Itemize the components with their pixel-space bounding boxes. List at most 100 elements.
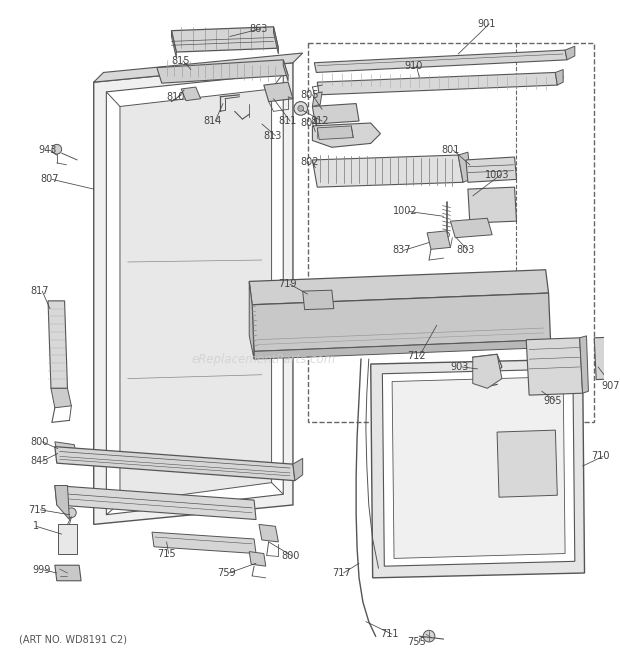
Polygon shape	[293, 458, 303, 481]
Text: 715: 715	[29, 505, 47, 515]
Circle shape	[550, 487, 553, 490]
Polygon shape	[314, 50, 567, 73]
Polygon shape	[172, 27, 278, 52]
Circle shape	[534, 440, 538, 444]
Circle shape	[519, 487, 522, 490]
Bar	[458, 223, 479, 235]
Polygon shape	[58, 524, 78, 553]
Polygon shape	[383, 369, 575, 566]
Circle shape	[534, 487, 538, 490]
Circle shape	[496, 195, 498, 197]
Polygon shape	[427, 231, 450, 249]
Circle shape	[496, 206, 498, 209]
Circle shape	[503, 456, 507, 459]
Polygon shape	[312, 104, 359, 124]
Circle shape	[480, 212, 483, 215]
Polygon shape	[556, 69, 563, 85]
Circle shape	[423, 631, 435, 642]
Polygon shape	[55, 447, 295, 481]
Bar	[128, 111, 262, 490]
Circle shape	[294, 102, 308, 115]
Text: 943: 943	[38, 145, 56, 155]
Polygon shape	[450, 218, 492, 238]
Text: eReplacementParts.com: eReplacementParts.com	[192, 353, 336, 366]
Circle shape	[519, 463, 522, 467]
Circle shape	[443, 232, 449, 238]
Polygon shape	[48, 301, 68, 388]
Text: 905: 905	[544, 396, 562, 406]
Circle shape	[534, 479, 538, 482]
Text: 805: 805	[301, 90, 319, 100]
Circle shape	[519, 471, 522, 475]
Text: 759: 759	[217, 568, 236, 578]
Circle shape	[527, 448, 529, 451]
Text: 711: 711	[381, 629, 399, 639]
Circle shape	[298, 106, 304, 111]
Bar	[264, 309, 381, 336]
Polygon shape	[565, 46, 575, 60]
Polygon shape	[55, 442, 78, 458]
Polygon shape	[473, 354, 502, 388]
Polygon shape	[249, 552, 266, 566]
Circle shape	[480, 200, 483, 203]
Text: 804: 804	[301, 118, 319, 128]
Polygon shape	[580, 336, 588, 393]
Circle shape	[66, 508, 76, 518]
Circle shape	[550, 448, 553, 451]
Polygon shape	[252, 293, 551, 352]
Bar	[249, 104, 267, 117]
Text: 710: 710	[591, 451, 610, 461]
Circle shape	[503, 463, 507, 467]
Polygon shape	[249, 282, 254, 359]
Circle shape	[527, 479, 529, 482]
Text: 901: 901	[477, 19, 496, 29]
Polygon shape	[55, 565, 81, 581]
Text: 1: 1	[32, 522, 38, 531]
Circle shape	[550, 479, 553, 482]
Circle shape	[436, 303, 471, 338]
Polygon shape	[254, 340, 551, 359]
Circle shape	[542, 440, 545, 444]
Circle shape	[534, 448, 538, 451]
Circle shape	[472, 206, 475, 209]
Polygon shape	[95, 82, 107, 524]
Circle shape	[542, 471, 545, 475]
Circle shape	[511, 471, 514, 475]
Text: 800: 800	[30, 437, 49, 447]
Polygon shape	[466, 157, 516, 182]
Circle shape	[542, 487, 545, 490]
Bar	[272, 313, 283, 321]
Polygon shape	[458, 152, 471, 182]
Circle shape	[503, 471, 507, 475]
Text: 817: 817	[30, 286, 49, 296]
Text: 1003: 1003	[485, 169, 510, 180]
Circle shape	[503, 487, 507, 490]
Circle shape	[503, 479, 507, 482]
Polygon shape	[264, 82, 293, 102]
Circle shape	[556, 73, 563, 81]
Bar	[324, 313, 335, 321]
Circle shape	[443, 311, 463, 330]
Bar	[308, 44, 594, 422]
Polygon shape	[526, 338, 583, 395]
Text: 814: 814	[203, 116, 222, 126]
Text: 719: 719	[278, 280, 297, 290]
Text: 801: 801	[441, 145, 460, 155]
Bar	[342, 313, 353, 321]
Text: (ART NO. WD8191 C2): (ART NO. WD8191 C2)	[19, 634, 127, 644]
Circle shape	[519, 440, 522, 444]
Circle shape	[527, 463, 529, 467]
Text: 837: 837	[392, 245, 410, 255]
Text: 903: 903	[450, 362, 469, 372]
Circle shape	[488, 212, 490, 215]
Circle shape	[534, 463, 538, 467]
Polygon shape	[312, 155, 463, 187]
Circle shape	[527, 456, 529, 459]
Circle shape	[503, 448, 507, 451]
Circle shape	[542, 463, 545, 467]
Circle shape	[542, 448, 545, 451]
Text: 802: 802	[301, 157, 319, 167]
Polygon shape	[55, 486, 69, 520]
Polygon shape	[272, 73, 283, 494]
Circle shape	[480, 195, 483, 197]
